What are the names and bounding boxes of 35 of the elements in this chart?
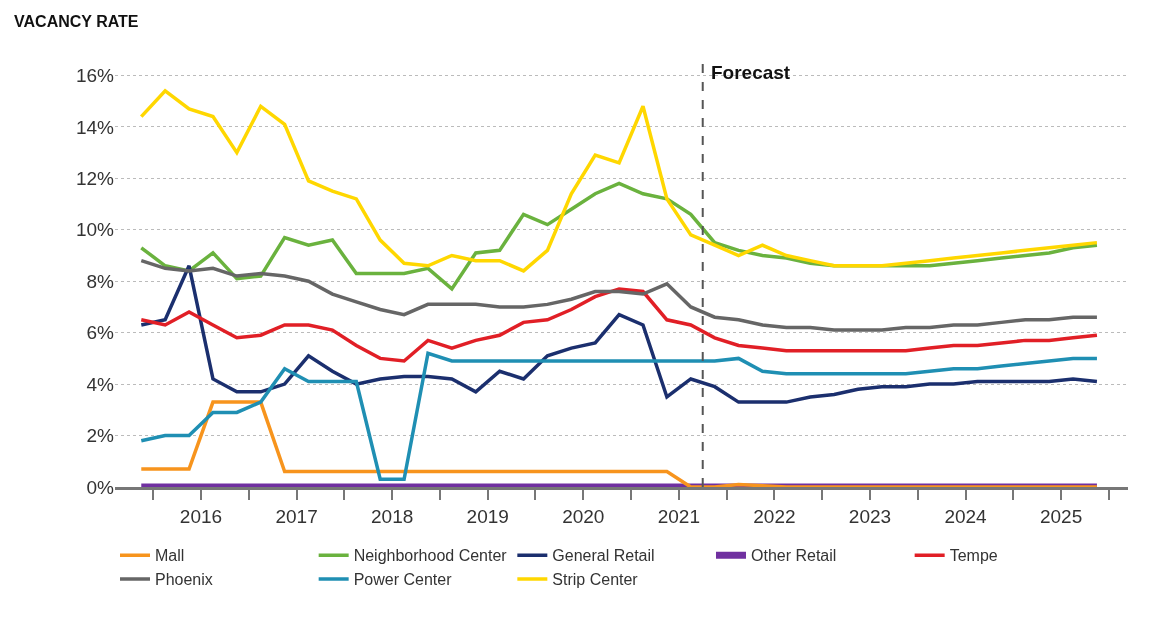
- legend-label: Tempe: [949, 547, 998, 565]
- y-tick-label: 2%: [86, 425, 115, 447]
- ref-line-label: Forecast: [711, 62, 791, 83]
- chart-title: VACANCY RATE: [14, 12, 139, 30]
- x-tick-label: 2020: [562, 505, 605, 527]
- y-tick-label: 10%: [75, 219, 115, 241]
- x-tick-label: 2018: [371, 505, 414, 527]
- x-tick-label: 2025: [1039, 505, 1083, 527]
- y-tick-label: 16%: [75, 65, 115, 87]
- y-tick-label: 12%: [75, 167, 115, 189]
- line-series: [139, 258, 1099, 332]
- y-tick-label: 8%: [86, 270, 115, 292]
- y-tick-label: 0%: [86, 476, 115, 498]
- line-series: [139, 351, 1099, 482]
- x-tick-label: 2023: [848, 505, 892, 527]
- x-tick-label: 2016: [179, 505, 223, 527]
- y-tick-label: 6%: [86, 322, 115, 344]
- legend-label: Mall: [155, 547, 185, 565]
- line-series: [139, 287, 1099, 363]
- legend-label: General Retail: [552, 547, 655, 565]
- x-tick-label: 2017: [275, 505, 318, 527]
- legend-label: Other Retail: [750, 547, 837, 565]
- x-tick-label: 2021: [657, 505, 700, 527]
- x-tick-label: 2022: [753, 505, 796, 527]
- line-series: [139, 264, 1099, 404]
- legend-label: Phoenix: [155, 571, 213, 589]
- y-tick-label: 14%: [75, 116, 115, 138]
- legend-label: Neighborhood Center: [353, 547, 508, 565]
- line-series: [139, 400, 1099, 487]
- y-tick-label: 4%: [86, 373, 115, 395]
- x-tick-label: 2024: [944, 505, 988, 527]
- legend-label: Strip Center: [552, 571, 639, 589]
- x-tick-label: 2019: [466, 505, 509, 527]
- legend-label: Power Center: [353, 571, 453, 589]
- line-series: [139, 89, 1099, 273]
